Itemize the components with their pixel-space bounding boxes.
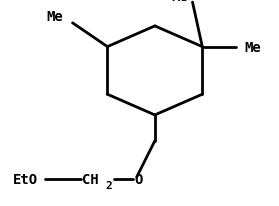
Text: Me: Me: [46, 9, 63, 23]
Text: 2: 2: [105, 180, 112, 190]
Text: Me: Me: [244, 40, 261, 54]
Text: EtO: EtO: [13, 172, 38, 186]
Text: O: O: [134, 172, 142, 186]
Text: CH: CH: [82, 172, 99, 186]
Text: Me: Me: [172, 0, 188, 4]
